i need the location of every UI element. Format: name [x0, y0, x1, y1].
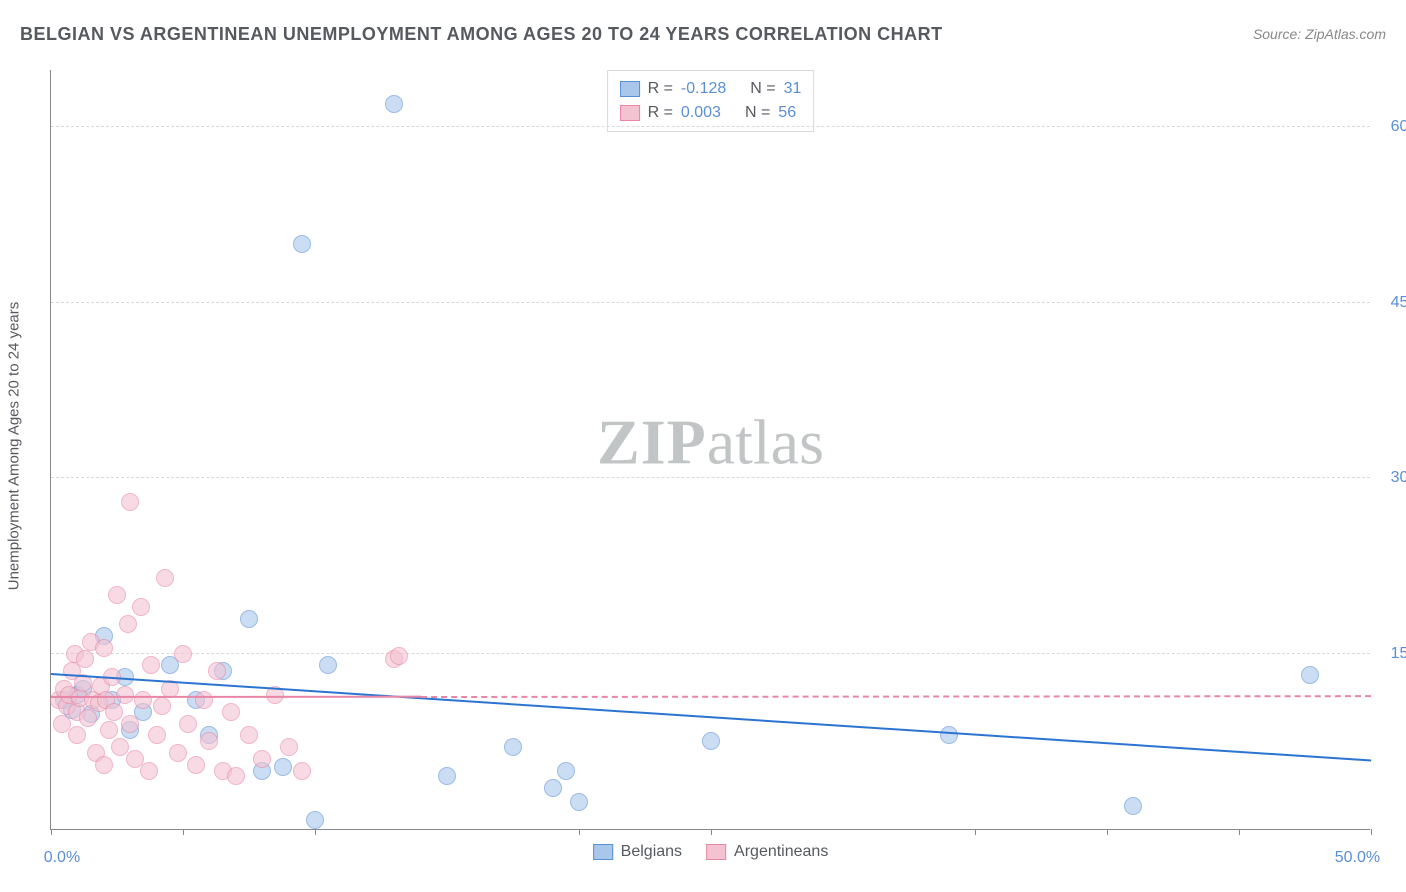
scatter-point [227, 767, 245, 785]
scatter-point [174, 645, 192, 663]
scatter-point [702, 732, 720, 750]
gridline [51, 653, 1370, 654]
scatter-point [142, 656, 160, 674]
n-value: 31 [784, 77, 802, 101]
swatch-icon [706, 844, 726, 860]
scatter-point [557, 762, 575, 780]
x-tick [51, 829, 52, 835]
x-tick [1239, 829, 1240, 835]
trend-line [51, 696, 421, 698]
scatter-point [169, 744, 187, 762]
swatch-icon [620, 81, 640, 97]
scatter-point [195, 691, 213, 709]
scatter-point [940, 726, 958, 744]
scatter-point [240, 726, 258, 744]
r-label: R = [648, 101, 673, 125]
scatter-point [132, 598, 150, 616]
y-tick-label: 15.0% [1376, 645, 1406, 663]
r-value: 0.003 [681, 101, 721, 125]
legend-series: Belgians Argentineans [593, 843, 829, 861]
y-axis-label: Unemployment Among Ages 20 to 24 years [6, 302, 23, 591]
legend-stats-row: R = -0.128 N = 31 [620, 77, 802, 101]
scatter-point [111, 738, 129, 756]
scatter-point [121, 715, 139, 733]
x-tick-label: 0.0% [44, 849, 80, 867]
scatter-point [76, 650, 94, 668]
chart-title: BELGIAN VS ARGENTINEAN UNEMPLOYMENT AMON… [20, 24, 943, 45]
scatter-point [319, 656, 337, 674]
trend-line [421, 695, 1371, 698]
r-label: R = [648, 77, 673, 101]
source-attribution: Source: ZipAtlas.com [1253, 26, 1386, 42]
r-value: -0.128 [681, 77, 726, 101]
scatter-point [438, 767, 456, 785]
scatter-point [105, 703, 123, 721]
scatter-point [156, 569, 174, 587]
legend-item: Belgians [593, 843, 682, 861]
y-tick-label: 30.0% [1376, 469, 1406, 487]
x-tick [579, 829, 580, 835]
x-tick [183, 829, 184, 835]
scatter-point [148, 726, 166, 744]
scatter-point [253, 750, 271, 768]
legend-item: Argentineans [706, 843, 828, 861]
chart-container: BELGIAN VS ARGENTINEAN UNEMPLOYMENT AMON… [0, 0, 1406, 892]
scatter-point [208, 662, 226, 680]
scatter-point [200, 732, 218, 750]
scatter-point [121, 493, 139, 511]
gridline [51, 126, 1370, 127]
legend-label: Argentineans [734, 843, 828, 861]
scatter-point [153, 697, 171, 715]
plot-area: ZIPatlas R = -0.128 N = 31 R = 0.003 N =… [50, 70, 1370, 830]
x-tick [1107, 829, 1108, 835]
scatter-point [1124, 797, 1142, 815]
legend-label: Belgians [621, 843, 682, 861]
scatter-point [504, 738, 522, 756]
scatter-point [116, 686, 134, 704]
x-tick [1371, 829, 1372, 835]
scatter-point [95, 639, 113, 657]
watermark-light: atlas [707, 406, 824, 477]
x-tick-label: 50.0% [1335, 849, 1380, 867]
legend-stats: R = -0.128 N = 31 R = 0.003 N = 56 [607, 70, 815, 132]
scatter-point [306, 811, 324, 829]
scatter-point [95, 756, 113, 774]
scatter-point [179, 715, 197, 733]
scatter-point [293, 235, 311, 253]
swatch-icon [593, 844, 613, 860]
y-tick-label: 60.0% [1376, 118, 1406, 136]
n-label: N = [750, 77, 775, 101]
scatter-point [274, 758, 292, 776]
scatter-point [293, 762, 311, 780]
swatch-icon [620, 105, 640, 121]
scatter-point [108, 586, 126, 604]
scatter-point [187, 756, 205, 774]
scatter-point [79, 709, 97, 727]
scatter-point [140, 762, 158, 780]
x-tick [315, 829, 316, 835]
scatter-point [68, 726, 86, 744]
n-value: 56 [778, 101, 796, 125]
scatter-point [1301, 666, 1319, 684]
scatter-point [390, 647, 408, 665]
legend-stats-row: R = 0.003 N = 56 [620, 101, 802, 125]
scatter-point [385, 95, 403, 113]
x-tick [975, 829, 976, 835]
x-tick [711, 829, 712, 835]
watermark-bold: ZIP [597, 406, 707, 477]
watermark: ZIPatlas [597, 405, 824, 479]
scatter-point [570, 793, 588, 811]
scatter-point [119, 615, 137, 633]
scatter-point [240, 610, 258, 628]
y-tick-label: 45.0% [1376, 294, 1406, 312]
gridline [51, 477, 1370, 478]
scatter-point [222, 703, 240, 721]
scatter-point [134, 691, 152, 709]
scatter-point [280, 738, 298, 756]
gridline [51, 302, 1370, 303]
scatter-point [100, 721, 118, 739]
scatter-point [544, 779, 562, 797]
n-label: N = [745, 101, 770, 125]
scatter-point [53, 715, 71, 733]
